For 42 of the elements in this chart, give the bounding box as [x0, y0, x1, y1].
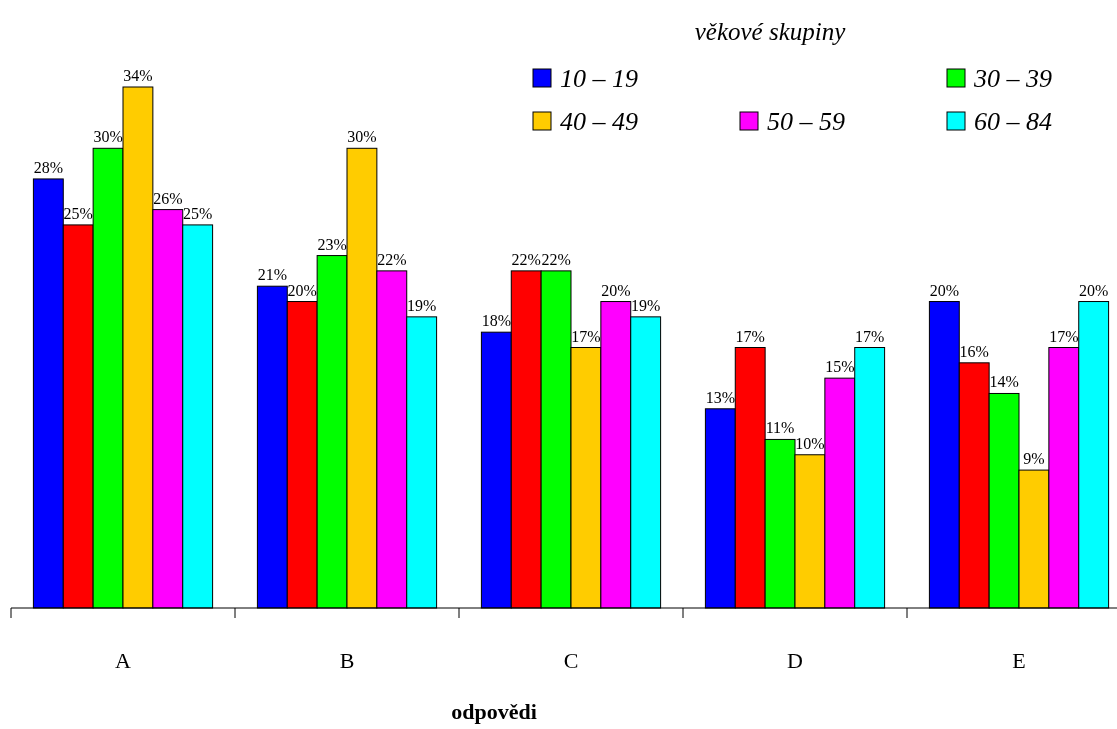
data-label: 23% [317, 235, 347, 253]
data-label: 25% [63, 204, 93, 222]
x-tick-label: A [115, 648, 132, 673]
data-label: 19% [407, 296, 437, 314]
legend-label: 10 – 19 [560, 64, 638, 93]
x-tick-label: C [563, 648, 579, 673]
data-label: 34% [123, 67, 153, 84]
data-label: 17% [571, 327, 601, 345]
legend-label: 40 – 49 [560, 107, 638, 136]
x-tick-label: D [787, 648, 803, 673]
data-label: 28% [33, 158, 63, 176]
data-label: 11% [765, 419, 795, 437]
data-label: 19% [631, 296, 661, 314]
data-label: 22% [541, 250, 571, 268]
data-label: 30% [93, 128, 123, 146]
data-label: 10% [795, 434, 825, 452]
data-label: 20% [1079, 281, 1109, 299]
data-label: 22% [511, 250, 541, 268]
legend-title: věkové skupiny [694, 18, 847, 45]
data-label: 20% [287, 281, 317, 299]
x-axis-title: odpovědi [451, 699, 537, 724]
data-label: 9% [1023, 450, 1045, 468]
data-label: 30% [347, 128, 377, 146]
legend-label: 30 – 39 [973, 64, 1052, 93]
x-tick-label: B [339, 648, 355, 673]
data-label: 14% [989, 373, 1019, 391]
data-label: 17% [735, 327, 765, 345]
x-tick-label: E [1012, 648, 1026, 673]
data-label: 25% [183, 204, 213, 222]
data-label: 20% [929, 281, 959, 299]
data-label: 16% [959, 342, 989, 360]
data-label: 20% [601, 281, 631, 299]
data-label: 17% [855, 327, 885, 345]
data-label: 18% [481, 312, 511, 330]
data-label: 21% [257, 266, 287, 284]
data-label: 26% [153, 189, 183, 207]
legend-label: 60 – 84 [974, 107, 1052, 136]
legend-label: 50 – 59 [767, 107, 845, 136]
data-label: 13% [705, 388, 735, 406]
data-label: 15% [825, 358, 855, 376]
data-label: 17% [1049, 327, 1079, 345]
data-label: 22% [377, 250, 407, 268]
